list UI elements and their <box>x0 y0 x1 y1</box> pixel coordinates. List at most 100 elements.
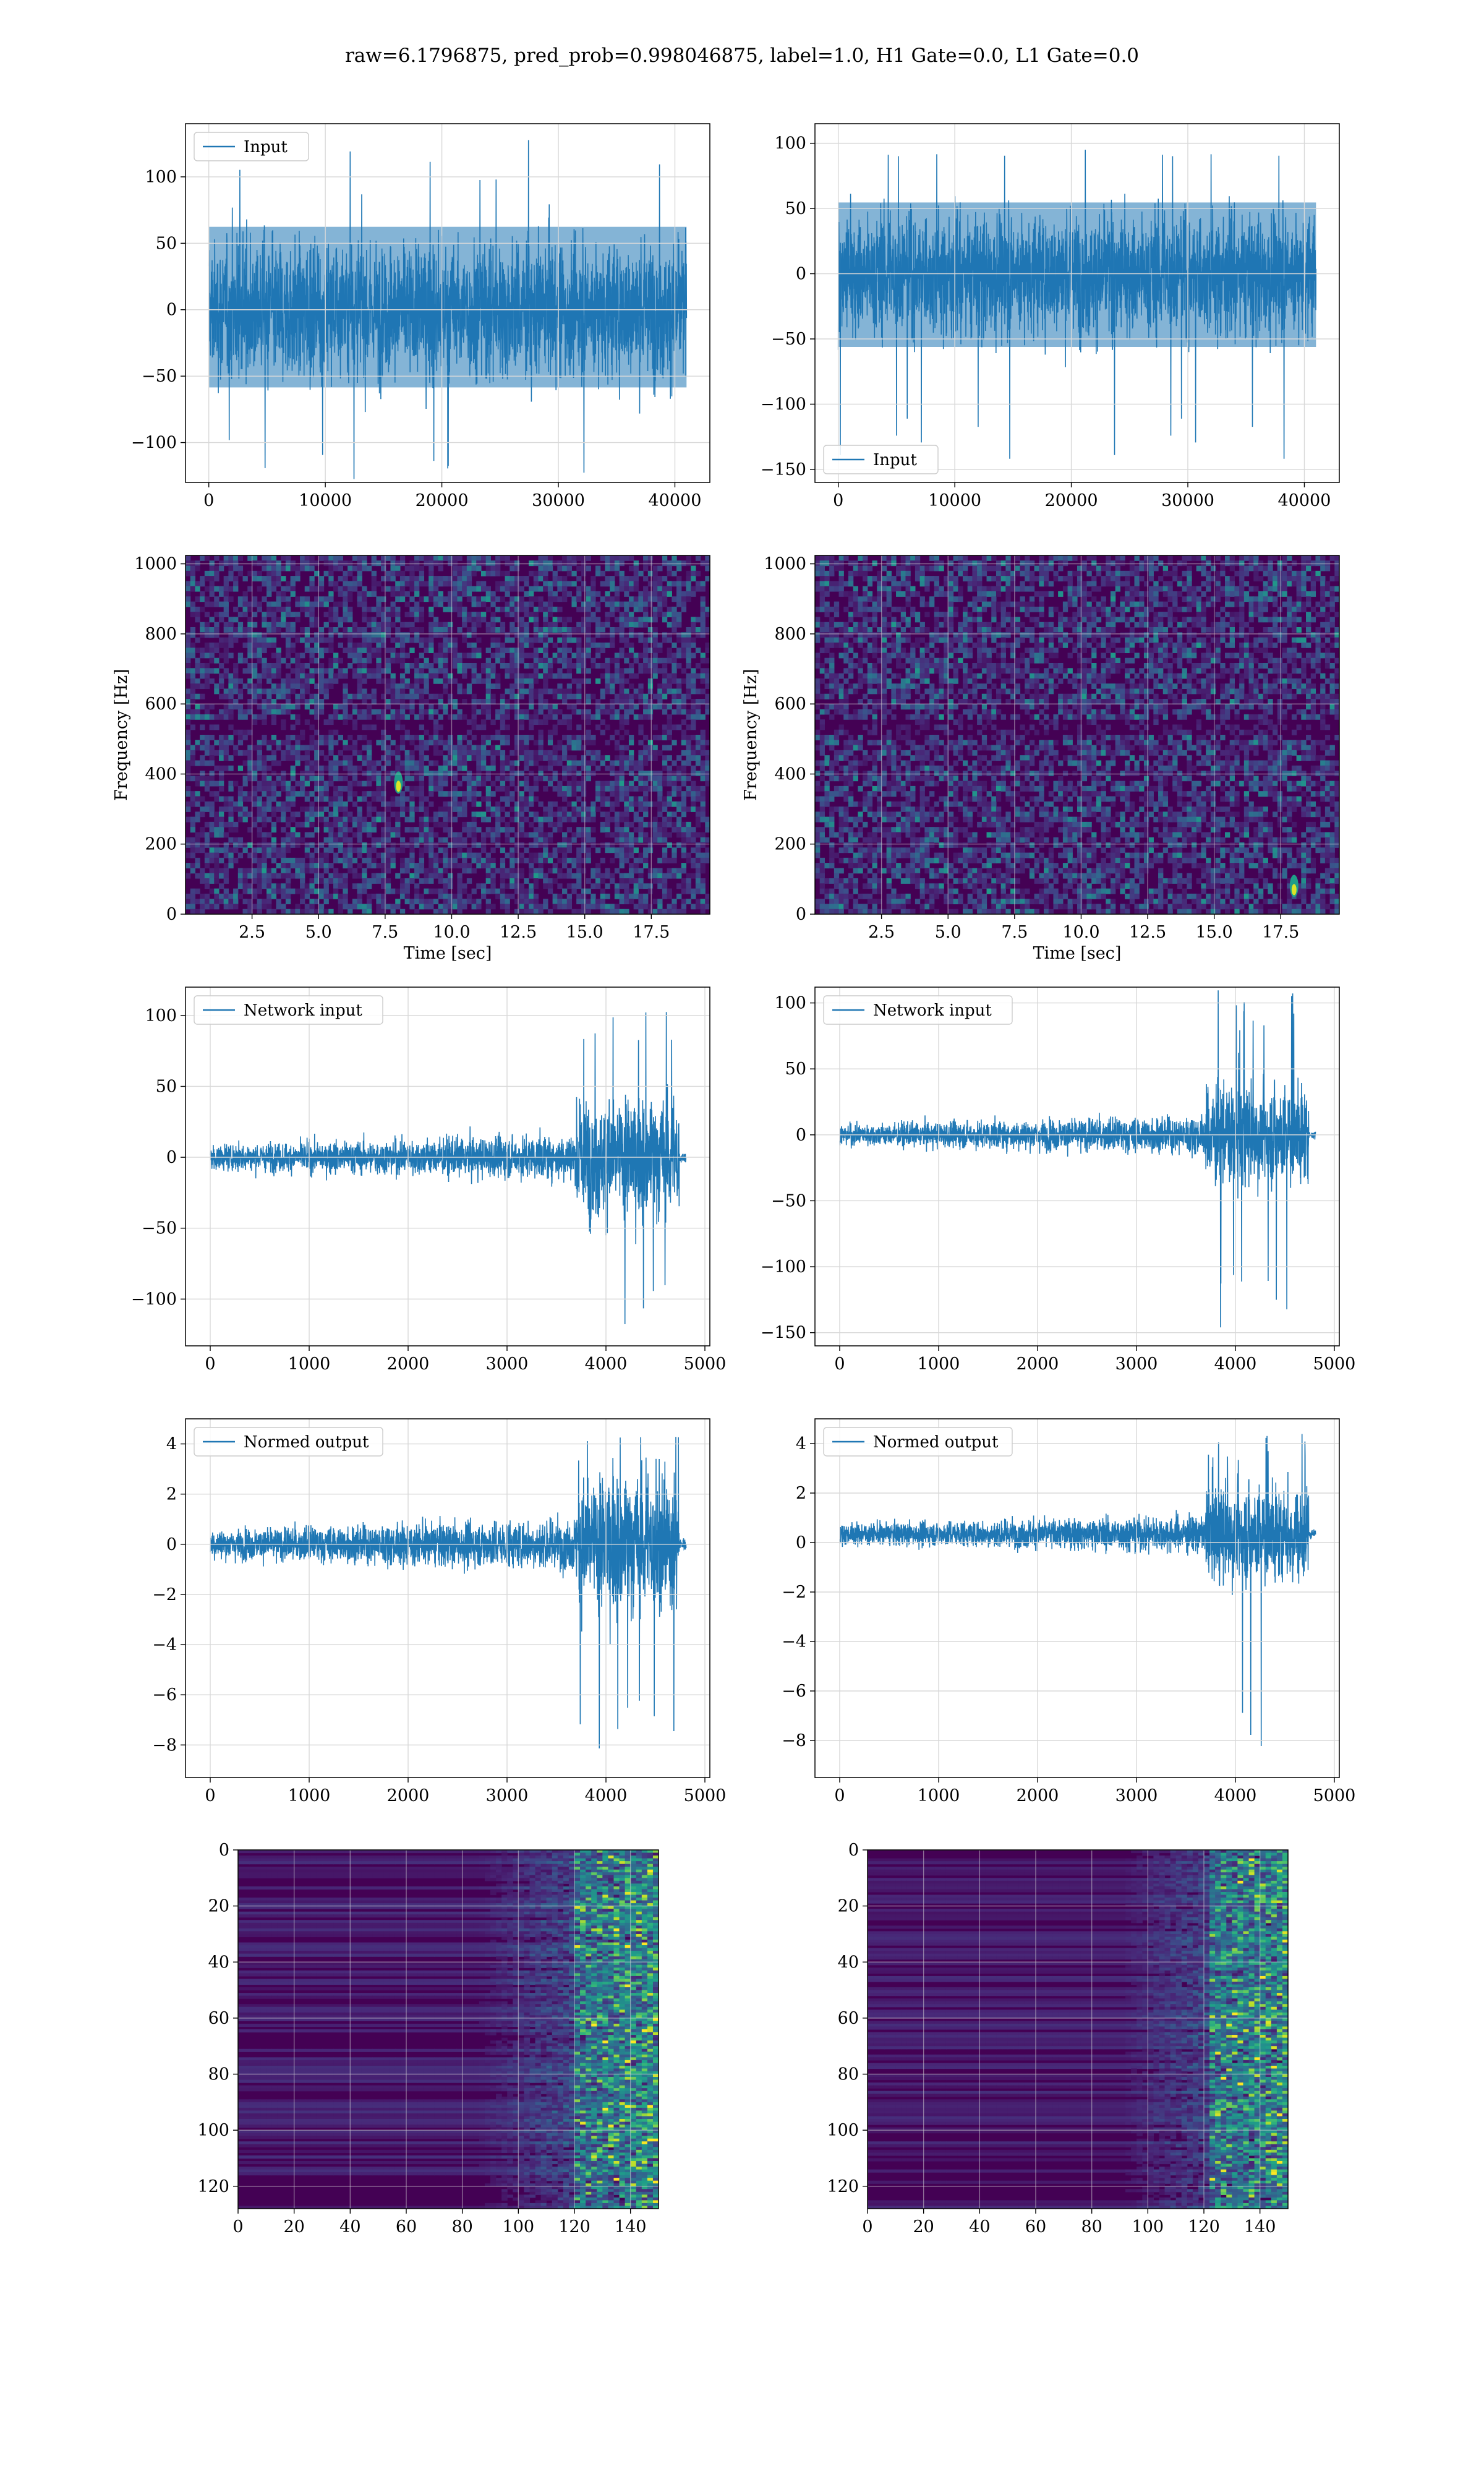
x-tick-label: 3000 <box>1115 1355 1158 1374</box>
y-tick-label: 800 <box>145 625 177 644</box>
y-tick-label: 50 <box>785 199 806 218</box>
y-tick-label: −6 <box>152 1685 177 1705</box>
x-tick-label: 80 <box>451 2217 472 2236</box>
y-tick-label: 600 <box>774 695 806 714</box>
y-tick-label: −50 <box>142 367 177 386</box>
x-tick-label: 120 <box>558 2217 591 2236</box>
y-tick-label: 60 <box>838 2009 859 2028</box>
y-tick-label: −100 <box>131 1290 177 1309</box>
legend-entry: Normed output <box>244 1433 369 1452</box>
x-tick-label: 12.5 <box>500 923 537 942</box>
x-tick-label: 120 <box>1188 2217 1220 2236</box>
y-tick-label: 1000 <box>134 555 177 574</box>
l1-spectrogram-image <box>815 555 1339 914</box>
x-tick-label: 60 <box>396 2217 417 2236</box>
y-tick-label: 0 <box>796 1533 806 1552</box>
y-tick-label: −150 <box>761 1324 806 1343</box>
legend-entry: Network input <box>244 1001 362 1020</box>
x-tick-label: 10.0 <box>1062 923 1099 942</box>
x-tick-label: 7.5 <box>372 923 398 942</box>
y-tick-label: 400 <box>774 764 806 784</box>
y-tick-label: 20 <box>208 1897 229 1916</box>
x-tick-label: 0 <box>862 2217 872 2236</box>
h1-input-series-fill <box>208 226 687 388</box>
h1-input-frame <box>185 123 710 483</box>
y-tick-label: 2 <box>796 1484 806 1503</box>
x-tick-label: 2.5 <box>868 923 895 942</box>
x-tick-label: 0 <box>205 1355 215 1374</box>
h1-normed-output-panel: 0 1000 2000 3000 4000 5000 4 2 0 −2 −4 −6 −8 Normed o… <box>152 1418 726 1805</box>
x-tick-label: 2000 <box>1017 1786 1059 1805</box>
legend-entry: Input <box>244 138 288 156</box>
x-tick-label: 17.5 <box>1262 923 1299 942</box>
x-tick-label: 4000 <box>1214 1355 1257 1374</box>
y-axis-label: Frequency [Hz] <box>112 669 131 800</box>
y-tick-label: −2 <box>782 1583 806 1602</box>
legend: Input <box>194 132 309 161</box>
y-tick-label: 0 <box>219 1841 229 1860</box>
l1-input-series-fill <box>838 202 1316 347</box>
y-tick-label: −150 <box>761 460 806 479</box>
y-tick-label: −4 <box>782 1632 806 1651</box>
x-tick-label: 0 <box>232 2217 243 2236</box>
l1-network-input-panel: 0 1000 2000 3000 4000 5000 100 50 0 −50 −100 −150 Ne… <box>761 987 1356 1374</box>
y-tick-label: −50 <box>142 1219 177 1238</box>
x-tick-label: 5000 <box>1313 1355 1356 1374</box>
l1-spectrogram-panel: 2.5 5.0 7.5 10.0 12.5 15.0 17.5 0 200 400 600 800 10… <box>741 555 1340 963</box>
h1-network-input-frame <box>185 987 710 1346</box>
l1-network-image-frame <box>867 1849 1289 2209</box>
l1-normed-output-frame <box>814 1418 1340 1778</box>
y-tick-label: 0 <box>166 1535 177 1554</box>
y-tick-label: −2 <box>152 1585 177 1604</box>
h1-network-image-panel: 0 20 40 60 80 100 120 140 0 20 40 60 80 100 120 <box>197 1841 659 2236</box>
y-tick-label: 4 <box>166 1435 177 1454</box>
x-tick-label: 100 <box>1132 2217 1164 2236</box>
y-tick-label: 0 <box>848 1841 859 1860</box>
y-tick-label: 50 <box>156 1077 177 1096</box>
y-tick-label: 0 <box>166 301 177 320</box>
y-tick-label: 50 <box>156 234 177 253</box>
y-tick-label: 0 <box>166 905 177 924</box>
bright-spot-core <box>396 781 401 792</box>
y-tick-label: 120 <box>197 2177 229 2196</box>
h1-spectrogram-image <box>186 555 710 914</box>
x-tick-label: 0 <box>834 1355 845 1374</box>
x-tick-label: 40 <box>969 2217 990 2236</box>
x-tick-label: 20000 <box>416 491 469 510</box>
x-tick-label: 140 <box>615 2217 647 2236</box>
x-tick-label: 4000 <box>585 1355 628 1374</box>
x-axis-label: Time [sec] <box>1033 944 1122 963</box>
h1-spectrogram-panel: 2.5 5.0 7.5 10.0 12.5 15.0 17.5 0 200 400 600 800 10… <box>112 555 710 963</box>
x-tick-label: 30000 <box>532 491 585 510</box>
bright-spot-core <box>1291 884 1297 896</box>
y-tick-label: 0 <box>796 265 806 284</box>
l1-network-input-frame <box>814 987 1340 1346</box>
y-tick-label: 800 <box>774 625 806 644</box>
x-tick-label: 0 <box>205 1786 215 1805</box>
x-tick-label: 1000 <box>288 1786 331 1805</box>
y-tick-label: 0 <box>796 905 806 924</box>
x-tick-label: 5000 <box>1313 1786 1356 1805</box>
l1-normed-output-panel: 0 1000 2000 3000 4000 5000 4 2 0 −2 −4 −6 −8 Normed o… <box>782 1418 1356 1805</box>
y-tick-label: 4 <box>796 1434 806 1453</box>
y-tick-label: −8 <box>152 1736 177 1755</box>
x-tick-label: 10000 <box>299 491 352 510</box>
x-tick-label: 20 <box>913 2217 934 2236</box>
y-tick-label: 200 <box>774 835 806 854</box>
h1-network-input-series-line <box>210 1012 687 1325</box>
y-tick-label: 200 <box>145 835 177 854</box>
h1-network-image-image <box>238 1850 659 2209</box>
x-tick-label: 15.0 <box>1196 923 1233 942</box>
x-tick-label: 0 <box>203 491 214 510</box>
x-tick-label: 0 <box>834 1786 845 1805</box>
x-tick-label: 1000 <box>918 1355 960 1374</box>
y-tick-label: 0 <box>166 1148 177 1167</box>
y-tick-label: 50 <box>785 1059 806 1079</box>
x-tick-label: 2000 <box>387 1786 430 1805</box>
y-tick-label: 100 <box>774 994 806 1013</box>
h1-spectrogram-frame <box>185 555 710 915</box>
y-tick-label: 100 <box>197 2121 229 2140</box>
l1-network-image-panel: 0 20 40 60 80 100 120 140 0 20 40 60 80 100 120 <box>827 1841 1289 2236</box>
legend: Normed output <box>823 1427 1013 1457</box>
x-tick-label: 10000 <box>928 491 981 510</box>
